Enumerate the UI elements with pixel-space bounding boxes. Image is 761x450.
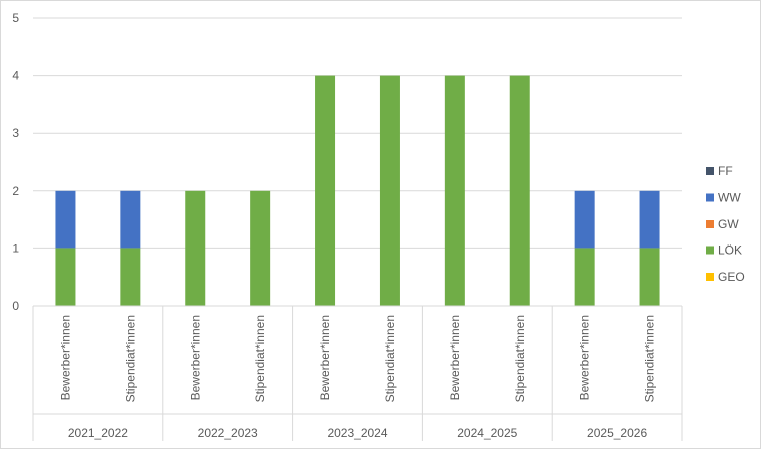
legend-label: FF (718, 164, 733, 178)
bar-segment (574, 248, 595, 306)
y-tick-label: 1 (12, 241, 19, 255)
legend-label: LÖK (718, 244, 742, 258)
bar-segment (250, 190, 271, 306)
legend-label: WW (718, 191, 741, 205)
x-category-label: Bewerber*innen (448, 315, 462, 400)
legend-swatch (706, 167, 714, 175)
y-tick-label: 5 (12, 11, 19, 25)
bar-segment (639, 190, 660, 249)
bar-segment (185, 190, 206, 306)
bar-segment (639, 248, 660, 306)
x-group-label: 2021_2022 (68, 426, 128, 440)
x-category-label: Stipendiat*innen (643, 315, 657, 402)
y-tick-label: 3 (12, 126, 19, 140)
x-category-label: Stipendiat*innen (123, 315, 137, 402)
y-tick-label: 2 (12, 184, 19, 198)
legend-swatch (706, 220, 714, 228)
bar-segment (120, 190, 141, 249)
x-category-label: Stipendiat*innen (253, 315, 267, 402)
x-group-label: 2022_2023 (198, 426, 258, 440)
legend-swatch (706, 193, 714, 202)
x-category-label: Bewerber*innen (58, 315, 72, 400)
bar-segment (55, 190, 76, 249)
legend-swatch (706, 246, 714, 255)
x-group-label: 2024_2025 (457, 426, 517, 440)
y-tick-label: 0 (12, 299, 19, 313)
x-category-label: Bewerber*innen (318, 315, 332, 400)
bar-segment (509, 75, 530, 306)
bar-segment (120, 248, 141, 306)
legend-swatch (706, 273, 714, 281)
x-category-label: Stipendiat*innen (383, 315, 397, 402)
x-group-label: 2023_2024 (327, 426, 387, 440)
x-category-label: Stipendiat*innen (513, 315, 527, 402)
x-category-label: Bewerber*innen (578, 315, 592, 400)
bar-segment (315, 75, 336, 306)
bar-segment (55, 248, 76, 306)
legend-label: GEO (718, 270, 745, 284)
bar-segment (574, 190, 595, 249)
bar-segment (379, 75, 400, 306)
x-category-label: Bewerber*innen (188, 315, 202, 400)
bar-segment (444, 75, 465, 306)
legend-label: GW (718, 217, 739, 231)
x-group-label: 2025_2026 (587, 426, 647, 440)
y-tick-label: 4 (12, 69, 19, 83)
